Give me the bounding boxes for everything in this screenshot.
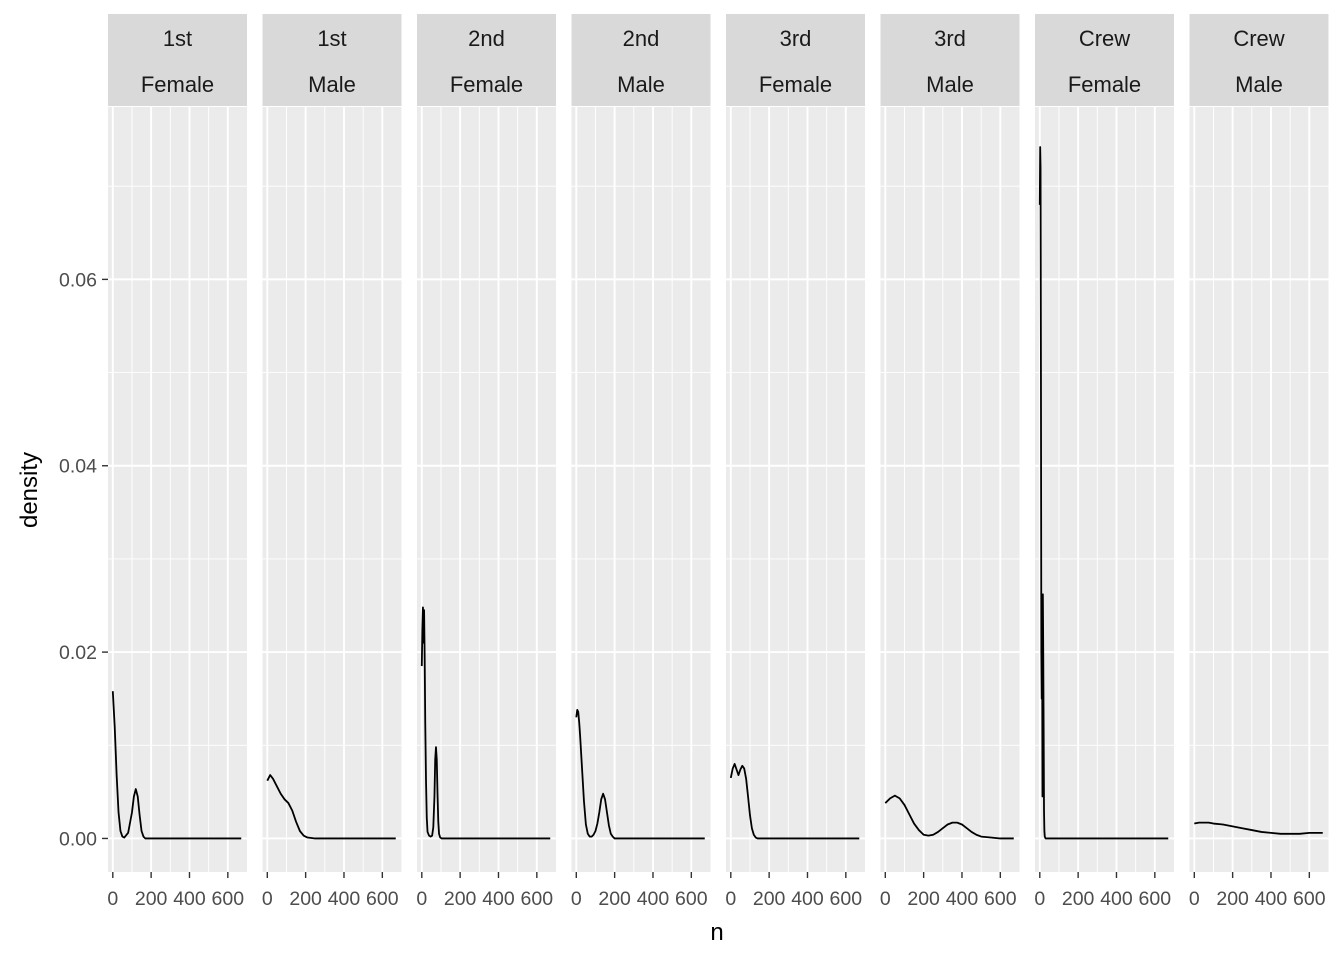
y-axis: 0.00 0.02 0.04 0.06	[59, 269, 108, 850]
facet-strip-label: Female	[759, 72, 832, 97]
density-line	[420, 606, 551, 840]
y-tick-label: 0.04	[59, 456, 97, 478]
facet-strip-label: Male	[926, 72, 974, 97]
x-tick-label: 200	[753, 888, 786, 910]
facet-strip	[726, 14, 865, 106]
x-tick-label: 200	[1062, 888, 1095, 910]
x-tick-label: 400	[1100, 888, 1133, 910]
y-tick-label: 0.00	[59, 828, 97, 850]
x-tick-label: 200	[135, 888, 168, 910]
facet-strip-label: 1st	[163, 26, 192, 51]
x-tick-label: 200	[598, 888, 631, 910]
x-tick-label: 0	[416, 888, 427, 910]
panel-background	[1189, 107, 1329, 872]
x-tick-label: 400	[328, 888, 361, 910]
panel-background	[108, 107, 247, 872]
x-tick-label: 400	[173, 888, 206, 910]
facet-panel: Crew Male 0 200 400 600	[1189, 14, 1329, 910]
x-tick-label: 400	[946, 888, 979, 910]
density-line	[1194, 821, 1323, 835]
facet-strip-label: Male	[308, 72, 356, 97]
facet-strip-label: 2nd	[623, 26, 660, 51]
panel-background	[880, 107, 1020, 872]
x-tick-label: 400	[791, 888, 824, 910]
x-tick-label: 0	[1034, 888, 1045, 910]
x-tick-label: 400	[637, 888, 670, 910]
x-tick-label: 200	[289, 888, 322, 910]
x-tick-label: 200	[907, 888, 940, 910]
x-tick-label: 200	[444, 888, 477, 910]
density-line	[575, 708, 705, 840]
facet-strip-label: Male	[617, 72, 665, 97]
facet-strip-label: Female	[450, 72, 523, 97]
y-axis-title: density	[16, 452, 43, 528]
facet-strip-label: 1st	[317, 26, 346, 51]
facet-panel: 1st Female 0 200 400 600	[107, 14, 247, 910]
x-tick-label: 0	[1189, 888, 1200, 910]
facet-strip	[108, 14, 247, 106]
panel-background	[262, 107, 402, 872]
facet-strip-label: 3rd	[780, 26, 812, 51]
density-line	[1038, 146, 1169, 840]
facet-panel: 3rd Male 0 200 400 600	[880, 14, 1020, 910]
facet-strip	[880, 14, 1020, 106]
facet-strip	[417, 14, 556, 106]
y-tick-label: 0.06	[59, 269, 97, 291]
x-tick-label: 600	[675, 888, 708, 910]
x-tick-label: 600	[1293, 888, 1326, 910]
panel-background	[726, 107, 865, 872]
facet-strip-label: Crew	[1079, 26, 1130, 51]
facet-strip	[262, 14, 402, 106]
facet-strip	[571, 14, 711, 106]
y-tick-label: 0.02	[59, 642, 97, 664]
facet-strip-label: 3rd	[934, 26, 966, 51]
panel-background	[417, 107, 556, 872]
density-line	[884, 794, 1014, 840]
x-tick-label: 0	[107, 888, 118, 910]
x-tick-label: 600	[521, 888, 554, 910]
x-tick-label: 600	[366, 888, 399, 910]
density-line	[729, 763, 860, 840]
facet-strip	[1189, 14, 1329, 106]
facet-strip-label: Female	[141, 72, 214, 97]
x-tick-label: 0	[880, 888, 891, 910]
x-tick-label: 400	[482, 888, 515, 910]
x-tick-label: 0	[262, 888, 273, 910]
x-tick-label: 600	[830, 888, 863, 910]
x-tick-label: 200	[1216, 888, 1249, 910]
facet-panel: 2nd Male 0 200 400 600	[571, 14, 711, 910]
facet-strip-label: Male	[1235, 72, 1283, 97]
density-line	[111, 691, 242, 840]
panel-background	[571, 107, 711, 872]
x-tick-label: 0	[725, 888, 736, 910]
x-tick-label: 0	[571, 888, 582, 910]
facet-strip-label: 2nd	[468, 26, 505, 51]
facet-panel: 1st Male 0 200 400 600	[262, 14, 402, 910]
x-tick-label: 600	[212, 888, 245, 910]
facet-panel: Crew Female 0 200 400 600	[1034, 14, 1174, 910]
density-line	[266, 774, 396, 840]
facet-panel: 3rd Female 0 200 400 600	[725, 14, 865, 910]
facet-strip-label: Crew	[1233, 26, 1284, 51]
x-tick-label: 600	[1139, 888, 1172, 910]
facet-panel: 2nd Female 0 200 400 600	[416, 14, 556, 910]
panel-background	[1035, 107, 1174, 872]
facet-strip-label: Female	[1068, 72, 1141, 97]
x-axis-title: n	[710, 919, 723, 946]
facet-strip	[1035, 14, 1174, 106]
x-tick-label: 600	[984, 888, 1017, 910]
x-tick-label: 400	[1255, 888, 1288, 910]
